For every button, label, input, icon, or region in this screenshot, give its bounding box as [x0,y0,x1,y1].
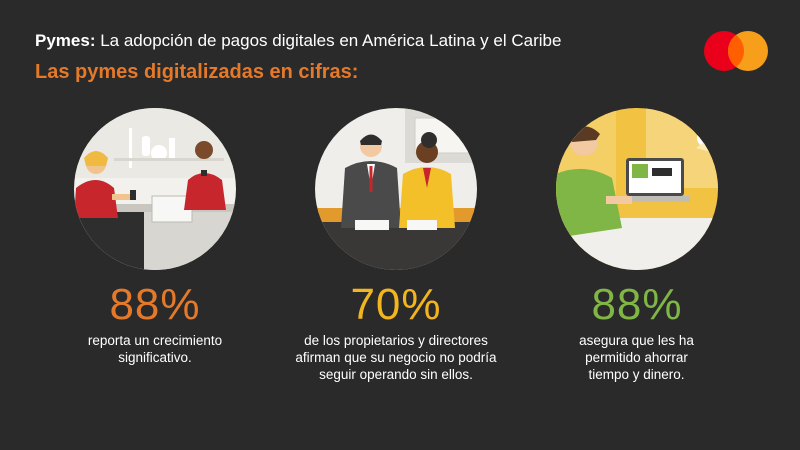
stat-percent: 70% [350,280,442,329]
business-owners-illustration-icon [315,108,477,270]
page-subtitle: Las pymes digitalizadas en cifras: [35,61,359,83]
mastercard-logo-icon [704,31,768,71]
stat-block-dependency: 70% de los propietarios y directores afi… [276,280,516,383]
page-title: Pymes: La adopción de pagos digitales en… [35,30,675,52]
stat-description: asegura que les ha permitido ahorrar tie… [579,333,694,382]
shop-counter-illustration-icon [74,108,236,270]
stat-block-savings: 88% asegura que les ha permitido ahorrar… [517,280,757,383]
stat-description: de los propietarios y directores afirman… [295,333,497,382]
stat-percent: 88% [109,280,201,329]
title-bold-prefix: Pymes: [35,31,96,50]
stat-percent: 88% [591,280,683,329]
stat-description: reporta un crecimiento significativo. [87,333,223,365]
stat-block-growth: 88% reporta un crecimiento significativo… [35,280,275,366]
title-text: La adopción de pagos digitales en Améric… [100,31,562,50]
header: Pymes: La adopción de pagos digitales en… [35,30,675,84]
laptop-user-illustration-icon [556,108,718,270]
